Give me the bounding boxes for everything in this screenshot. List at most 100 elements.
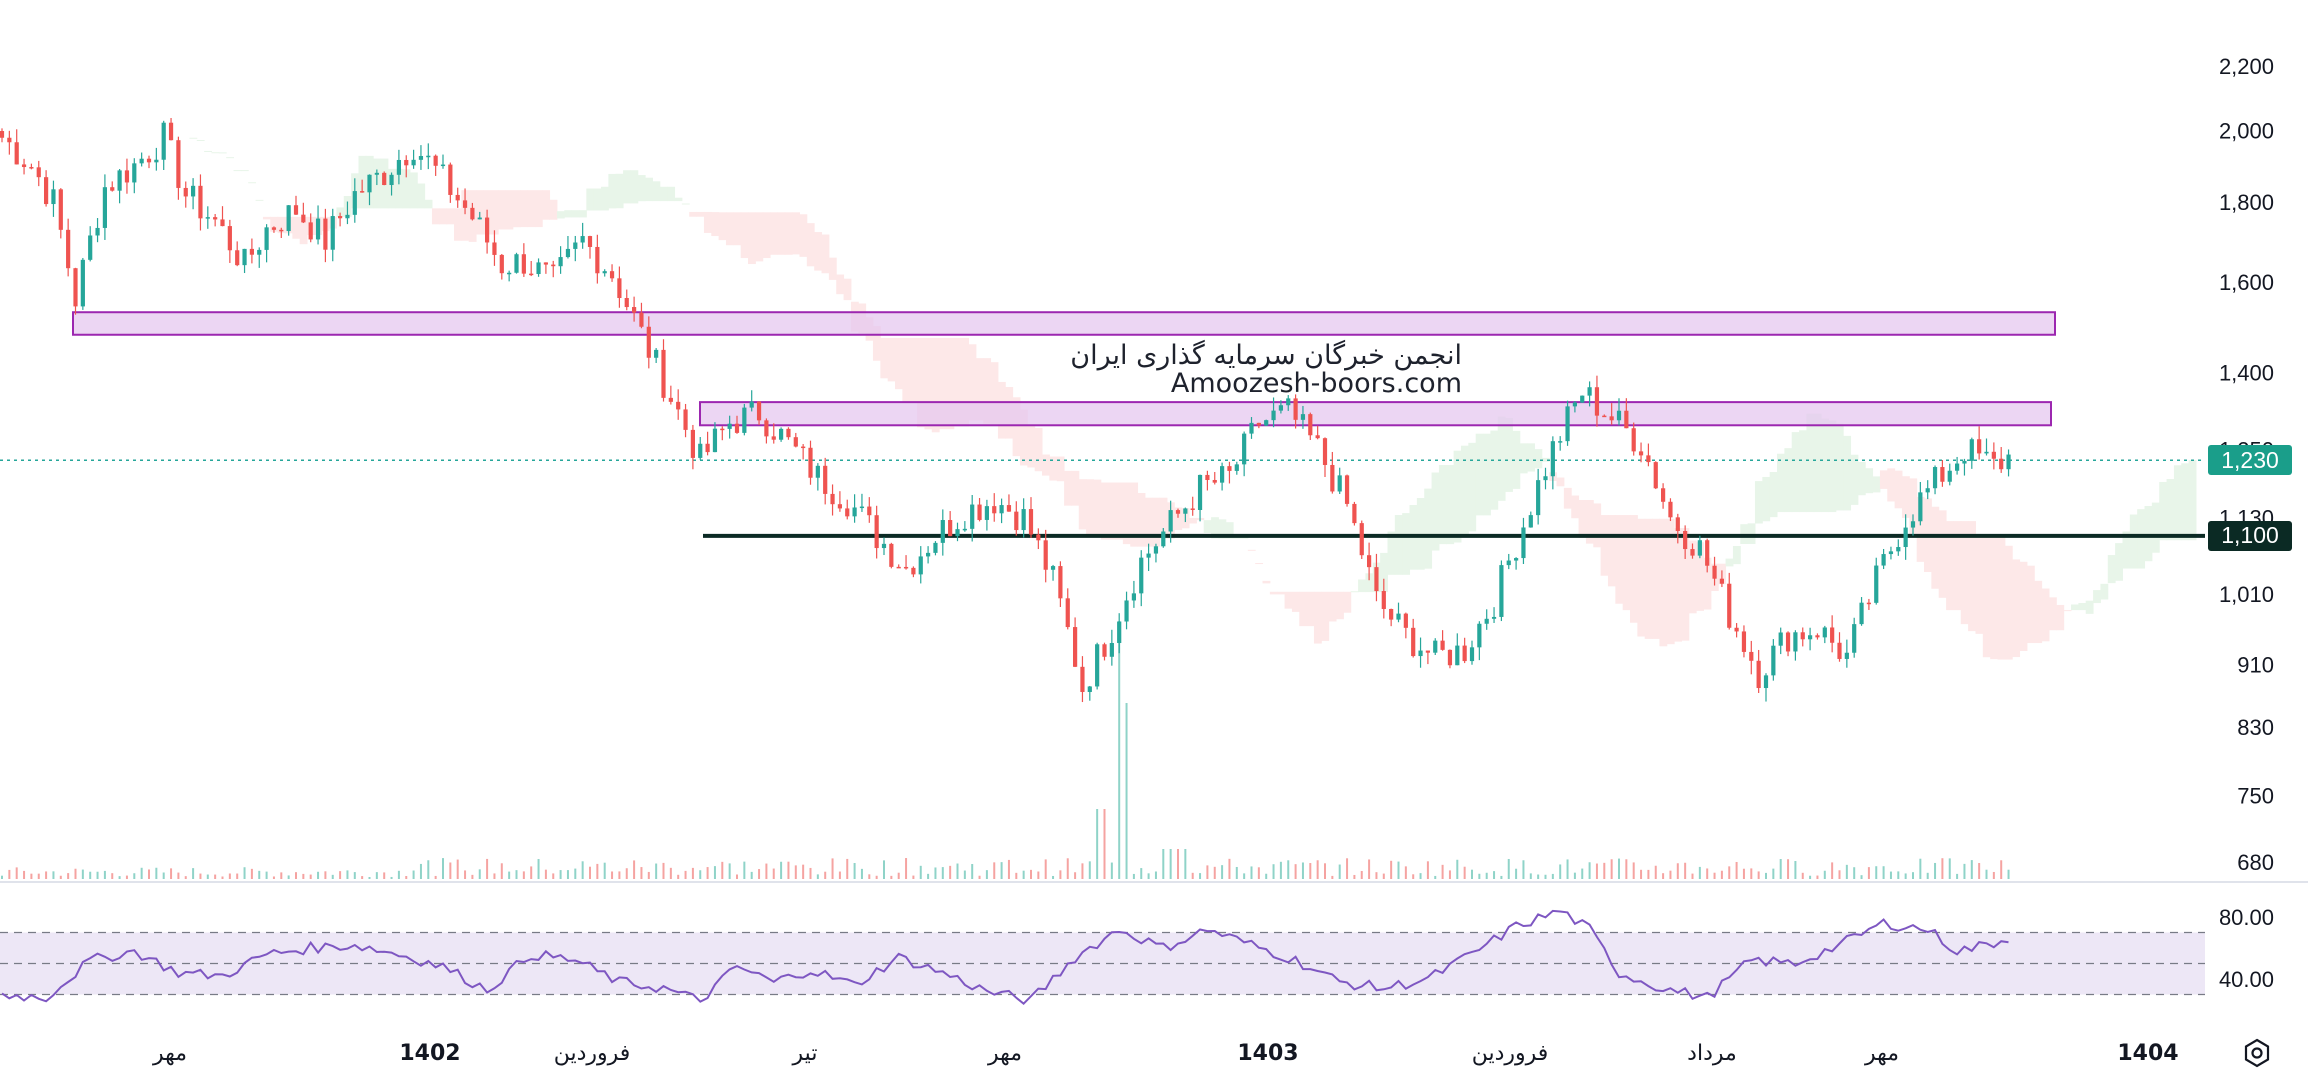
candle-body [448,164,453,195]
candle-body [1469,647,1475,662]
candle-body [690,429,695,458]
candle-body [1793,632,1798,652]
rsi-pane[interactable] [0,909,2205,1006]
volume-bar [375,872,378,879]
cloud-segment [1865,468,1874,494]
cloud-segment [2115,543,2123,581]
volume-bar [1375,872,1378,879]
cloud-segment [2048,597,2057,631]
watermark-line-1: انجمن خبرگان سرمایه گذاری ایران [1070,340,1462,371]
cloud-segment [1593,503,1602,548]
candlesticks[interactable] [0,118,2011,703]
cloud-segment [608,173,617,209]
cloud-segment [623,170,631,204]
volume-bar [655,863,658,879]
candle-body [896,566,901,569]
time-axis[interactable]: مهر 1402 فروردین تیر مهر 1403 فروردین مرداد مهر 1… [152,1041,2179,1066]
last-price-tag: 1,230 [2208,445,2292,476]
volume-bar [1515,868,1518,879]
cloud-segment [1159,497,1168,539]
cloud-segment [233,170,242,172]
candle-body [1183,508,1188,514]
cloud-segment [784,212,793,255]
candle-body [609,271,615,279]
volume-bar [1243,873,1246,879]
candle-body [1536,480,1541,516]
candle-body [1139,557,1144,594]
cloud-segment [534,190,543,228]
candle-body [1521,527,1526,559]
volume-bar [1985,869,1988,879]
candle-body [632,307,637,313]
candle-body [1168,510,1173,532]
candle-body [1852,624,1857,653]
cloud-segment [292,216,301,239]
cloud-segment [1100,482,1109,540]
volume-bar [162,872,165,879]
volume-bar [8,869,11,879]
candle-body [492,242,497,255]
cloud-segment [931,337,940,433]
candle-body [815,465,820,478]
cloud-segment [1211,517,1219,539]
cloud-segment [1813,413,1822,513]
candle-body [1117,621,1122,644]
volume-bar [1132,873,1135,879]
candle-body [948,520,953,537]
gear-icon[interactable] [2244,1038,2270,1068]
volume-bar [809,867,812,879]
cloud-segment [1901,476,1910,518]
price-tick-label: 680 [2237,850,2274,875]
cloud-segment [1762,476,1771,522]
cloud-segment [1130,482,1139,547]
price-axis[interactable]: 2,2002,0001,8001,6001,4001,2501,1301,010… [2219,54,2274,875]
candle-body [970,504,975,529]
cloud-segment [1093,479,1102,537]
candle-body [1771,645,1776,676]
candle-body [1403,613,1408,628]
cloud-segment [806,223,815,267]
candle-body [1903,527,1908,548]
candle-body [308,222,313,240]
cloud-segment [402,169,411,209]
cloud-segment [2004,545,2013,660]
resistance-zones[interactable] [72,311,2056,427]
volume-bar [1199,873,1202,879]
volume-bar [74,868,77,879]
candle-body [514,254,519,273]
candle-body [977,504,982,520]
cloud-segment [1505,417,1513,492]
candle-body [1969,439,1974,461]
candle-body [918,556,923,575]
volume-bar [868,874,871,879]
volume-bar [596,863,599,879]
volume-bar [1875,866,1878,879]
candle-body [587,236,593,247]
cloud-segment [872,326,881,361]
volume-bar [1934,862,1937,879]
volume-bar [1889,871,1892,879]
volume-bar [1779,859,1782,879]
cloud-segment [696,211,705,217]
volume-bar [1177,849,1179,879]
volume-bar [772,868,775,879]
candle-body [1631,428,1636,452]
candle-body [176,140,181,188]
cloud-segment [1122,482,1131,545]
cloud-segment [1144,497,1153,547]
candle-body [1587,387,1592,396]
candle-body [984,506,989,520]
volume-bar [816,874,819,879]
candle-body [1830,627,1835,643]
volume-bar [1478,873,1481,879]
cloud-segment [1115,482,1124,540]
cloud-segment [1490,430,1499,510]
volume-bar [633,860,636,879]
volume-bar [1956,873,1959,879]
candle-body [470,207,475,220]
candle-body [426,155,431,158]
candle-body [1014,511,1019,531]
candle-body [1932,467,1938,489]
cloud-segment [2063,610,2072,612]
